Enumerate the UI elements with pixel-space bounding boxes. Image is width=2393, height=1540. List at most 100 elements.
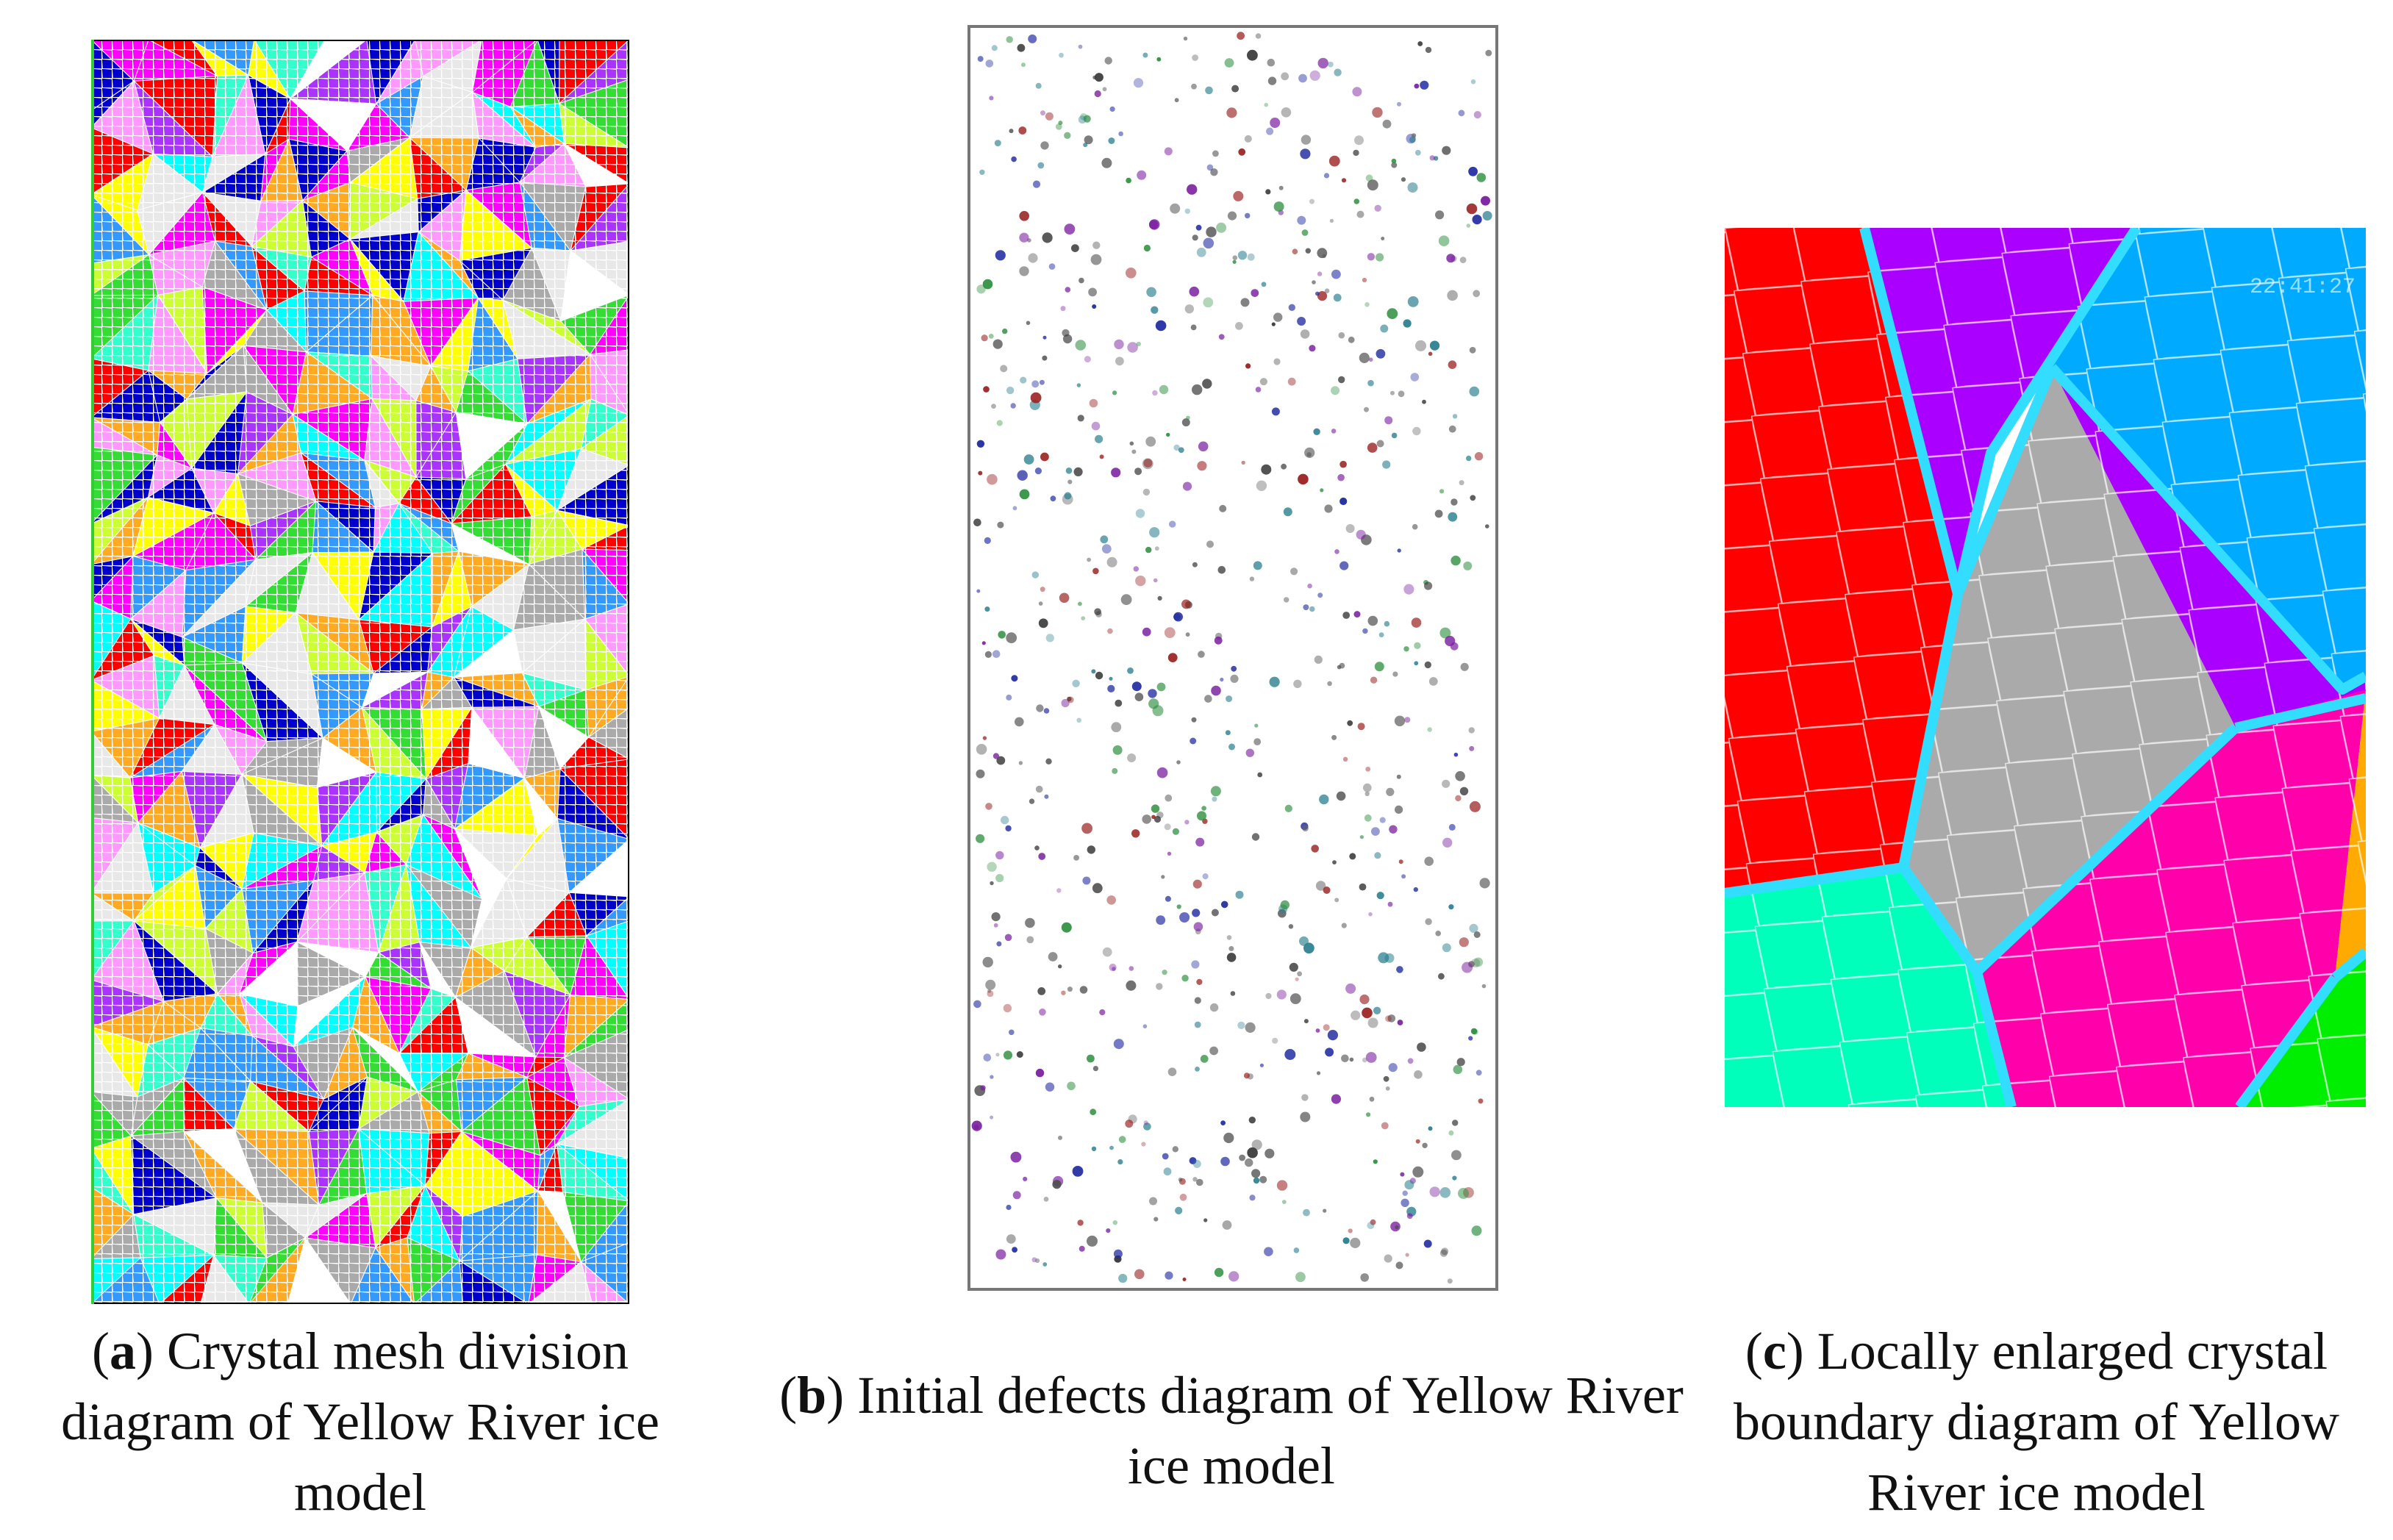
defect-dot <box>1306 452 1312 457</box>
defect-dot <box>1092 241 1101 249</box>
defect-dot <box>1359 883 1367 891</box>
defect-dot <box>1064 492 1072 500</box>
defect-dot <box>1104 57 1112 65</box>
defect-dot <box>1265 992 1272 1000</box>
defect-dot <box>1385 1015 1392 1023</box>
defect-dot <box>988 334 994 339</box>
defect-dot <box>1206 226 1217 237</box>
defect-dot <box>1148 698 1159 709</box>
defect-dot <box>1333 293 1342 302</box>
defect-dot <box>976 744 987 755</box>
defect-dot <box>1091 669 1096 674</box>
defect-dot <box>1475 1070 1482 1076</box>
defect-dot <box>1003 1050 1013 1060</box>
defect-dot <box>1472 215 1482 225</box>
defect-dot <box>1379 817 1386 823</box>
defect-dot <box>1167 653 1178 662</box>
defect-dot <box>1395 805 1403 814</box>
defect-dot <box>1134 1269 1145 1280</box>
defect-dot <box>1255 33 1262 39</box>
defect-dot <box>1094 90 1101 98</box>
defect-dot <box>1149 220 1159 229</box>
defect-dot <box>1428 351 1433 357</box>
defect-dot <box>1482 211 1492 221</box>
defect-dot <box>1113 1249 1123 1258</box>
defect-dot <box>991 45 998 51</box>
defect-dot <box>1317 57 1328 69</box>
defect-dot <box>985 803 992 810</box>
defect-dot <box>1366 1112 1371 1117</box>
defect-dot <box>1226 695 1233 703</box>
caption-letter: b <box>797 1366 827 1425</box>
defect-dot <box>1156 767 1168 778</box>
defect-dot <box>983 1053 992 1061</box>
defect-dot <box>1376 440 1384 448</box>
defect-dot <box>1387 1014 1396 1023</box>
defect-dot <box>987 989 992 993</box>
defect-dot <box>1134 692 1144 701</box>
defect-dot <box>1210 168 1218 176</box>
crystal-boundary-diagram: 22:41:27 <box>1725 228 2366 1107</box>
defect-dot <box>1412 523 1418 530</box>
defect-dot <box>1384 416 1393 425</box>
defect-dot <box>984 606 990 612</box>
defect-dot <box>1231 665 1237 672</box>
defect-dot <box>1156 57 1162 62</box>
defect-dot <box>1109 1145 1114 1150</box>
defect-dot <box>1253 1177 1260 1184</box>
defect-dot <box>1382 119 1392 129</box>
defect-dot <box>1345 983 1356 994</box>
defect-dot <box>1407 296 1419 307</box>
defect-dot <box>1388 1063 1398 1072</box>
defect-dot <box>1412 426 1421 436</box>
defect-dot <box>1338 332 1345 339</box>
defect-dot <box>1438 973 1445 980</box>
defect-dot <box>1264 1247 1273 1256</box>
defect-dot <box>1459 257 1467 263</box>
defect-dot <box>1156 983 1163 990</box>
defect-dot <box>1162 970 1167 975</box>
defect-dot <box>1042 232 1053 243</box>
defect-dot <box>1297 317 1306 326</box>
defect-dot <box>1206 164 1214 171</box>
defect-dot <box>1145 436 1156 447</box>
defect-dot <box>1146 287 1156 298</box>
defect-dot <box>998 631 1006 639</box>
defect-dot <box>1446 254 1456 263</box>
defect-dot <box>1176 760 1181 764</box>
defect-dot <box>1228 743 1235 751</box>
defect-dot <box>1164 627 1176 638</box>
defect-dot <box>1460 662 1469 671</box>
defect-dot <box>1118 131 1123 137</box>
defect-dot <box>1184 208 1190 214</box>
defect-dot <box>1040 587 1045 592</box>
defect-dot <box>1473 111 1481 119</box>
defect-dot <box>1099 1009 1106 1016</box>
defect-dot <box>973 1000 981 1009</box>
defect-dot <box>1325 1047 1334 1057</box>
initial-defects-diagram <box>967 25 1498 1291</box>
defect-dot <box>1031 571 1039 579</box>
defect-dot <box>1362 1057 1367 1063</box>
defect-dot <box>1017 43 1026 52</box>
defect-dot <box>1353 198 1360 204</box>
defect-dot <box>1059 52 1064 58</box>
defect-dot <box>991 912 1001 922</box>
defect-dot <box>1090 254 1102 265</box>
defect-dot <box>1113 1039 1124 1050</box>
defect-dot <box>1078 601 1082 606</box>
defect-dot <box>1331 386 1340 395</box>
defect-dot <box>1367 253 1376 261</box>
defect-dot <box>1314 655 1323 665</box>
defect-dot <box>1288 304 1295 311</box>
defect-dot <box>992 650 1001 658</box>
defect-dot <box>1179 912 1190 923</box>
defect-dot <box>1413 887 1418 892</box>
defect-dot <box>1214 636 1223 645</box>
defect-dot <box>1203 1218 1208 1222</box>
grain-boundary <box>1725 228 1963 898</box>
defect-dot <box>1381 1122 1389 1130</box>
defect-dot <box>1238 148 1246 156</box>
defect-dot <box>1417 1042 1426 1052</box>
defect-dot <box>1203 237 1215 249</box>
